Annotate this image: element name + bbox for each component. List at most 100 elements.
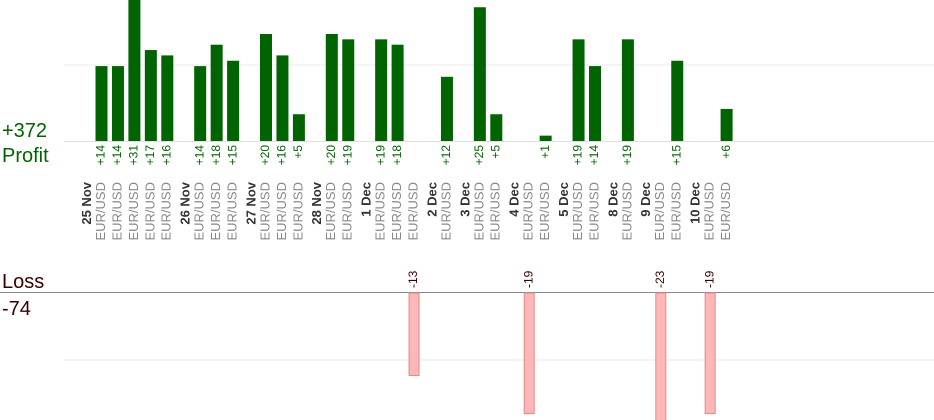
date-label: 10 Dec xyxy=(688,182,703,224)
pair-label: EUR/USD xyxy=(323,182,338,241)
pair-label: EUR/USD xyxy=(471,182,486,241)
profit-value-label: +16 xyxy=(275,145,289,166)
profit-bar xyxy=(227,60,240,141)
pair-label: EUR/USD xyxy=(109,182,124,241)
profit-value-label: +12 xyxy=(439,145,453,166)
profit-bar xyxy=(473,7,486,141)
date-label: 2 Dec xyxy=(424,182,439,217)
profit-value-label: +18 xyxy=(209,145,223,166)
profit-bar xyxy=(391,44,404,142)
profit-value-label: +19 xyxy=(340,145,354,166)
date-label: 4 Dec xyxy=(507,182,522,217)
pair-label: EUR/USD xyxy=(373,182,388,241)
profit-value-label: +31 xyxy=(127,145,141,166)
profit-value-label: +18 xyxy=(390,145,404,166)
date-label: 26 Nov xyxy=(178,181,193,224)
pair-label: EUR/USD xyxy=(126,182,141,241)
loss-value-label: -23 xyxy=(653,270,667,288)
loss-total: -74 xyxy=(2,298,31,320)
date-label: 1 Dec xyxy=(359,182,374,217)
pair-label: EUR/USD xyxy=(488,182,503,241)
pair-label: EUR/USD xyxy=(208,182,223,241)
profit-bar xyxy=(128,0,141,142)
profit-value-label: +14 xyxy=(587,145,601,166)
profit-value-label: +20 xyxy=(324,145,338,166)
profit-label: Profit xyxy=(2,145,49,167)
profit-value-label: +17 xyxy=(143,145,157,166)
profit-bar xyxy=(210,44,223,142)
profit-bar xyxy=(325,34,338,141)
profit-bar xyxy=(144,50,157,141)
date-label: 25 Nov xyxy=(79,181,94,224)
profit-bar xyxy=(621,39,634,141)
date-label: 27 Nov xyxy=(243,181,258,224)
profit-bar xyxy=(375,39,388,141)
date-label: 28 Nov xyxy=(309,181,324,224)
profit-value-label: +5 xyxy=(488,145,502,159)
profit-bar xyxy=(589,66,601,141)
date-label: 5 Dec xyxy=(556,182,571,217)
pair-label: EUR/USD xyxy=(669,182,684,241)
pair-label: EUR/USD xyxy=(702,182,717,241)
loss-label: Loss xyxy=(2,271,44,293)
pair-label: EUR/USD xyxy=(290,182,305,241)
pair-label: EUR/USD xyxy=(570,182,585,241)
pair-label: EUR/USD xyxy=(521,182,536,241)
profit-bar xyxy=(194,66,207,141)
loss-bar xyxy=(523,292,535,415)
profit-bar xyxy=(111,66,124,141)
pair-label: EUR/USD xyxy=(619,182,634,241)
pair-label: EUR/USD xyxy=(537,182,552,241)
profit-bar xyxy=(260,34,272,141)
profit-value-label: +19 xyxy=(571,145,585,166)
profit-bar xyxy=(292,114,305,141)
loss-value-label: -13 xyxy=(406,270,420,288)
profit-total: +372 xyxy=(2,120,47,142)
profit-value-label: +16 xyxy=(159,145,173,166)
profit-bar xyxy=(720,108,733,141)
profit-value-label: +14 xyxy=(94,145,108,166)
loss-bar xyxy=(655,292,667,420)
profit-value-label: +14 xyxy=(110,145,124,166)
profit-bar xyxy=(95,66,108,141)
profit-value-label: +19 xyxy=(373,145,387,166)
pair-label: EUR/USD xyxy=(159,182,174,241)
profit-bar xyxy=(671,60,684,141)
profit-value-label: +6 xyxy=(719,145,733,159)
profit-value-label: +1 xyxy=(538,145,552,159)
profit-value-label: +5 xyxy=(291,145,305,159)
loss-value-label: -19 xyxy=(521,270,535,288)
pair-label: EUR/USD xyxy=(257,182,272,241)
profit-bar xyxy=(276,55,289,141)
pair-label: EUR/USD xyxy=(93,182,108,241)
loss-bar xyxy=(408,292,420,377)
profit-bar xyxy=(161,55,174,141)
profit-bar xyxy=(490,114,503,141)
profit-value-label: +15 xyxy=(669,145,683,166)
date-label: 8 Dec xyxy=(605,182,620,217)
pair-label: EUR/USD xyxy=(142,182,157,241)
pair-label: EUR/USD xyxy=(405,182,420,241)
loss-value-label: -19 xyxy=(702,270,716,288)
pair-label: EUR/USD xyxy=(225,182,240,241)
profit-value-label: +19 xyxy=(620,145,634,166)
date-label: 3 Dec xyxy=(457,182,472,217)
date-label: 9 Dec xyxy=(638,182,653,217)
pair-label: EUR/USD xyxy=(718,182,733,241)
pair-label: EUR/USD xyxy=(586,182,601,241)
profit-value-label: +25 xyxy=(472,145,486,166)
pair-label: EUR/USD xyxy=(274,182,289,241)
profit-bar xyxy=(440,76,453,141)
profit-value-label: +14 xyxy=(192,145,206,166)
profit-bar xyxy=(572,39,585,141)
pair-label: EUR/USD xyxy=(389,182,404,241)
pair-label: EUR/USD xyxy=(192,182,207,241)
profit-bar xyxy=(342,39,355,141)
chart-marks: 25 Nov EUR/USD+14EUR/USD+14EUR/USD+31EUR/… xyxy=(79,0,733,420)
pair-label: EUR/USD xyxy=(340,182,355,241)
profit-bar xyxy=(539,135,552,141)
profit-value-label: +15 xyxy=(225,145,239,166)
pair-label: EUR/USD xyxy=(438,182,453,241)
loss-bar xyxy=(704,292,716,415)
